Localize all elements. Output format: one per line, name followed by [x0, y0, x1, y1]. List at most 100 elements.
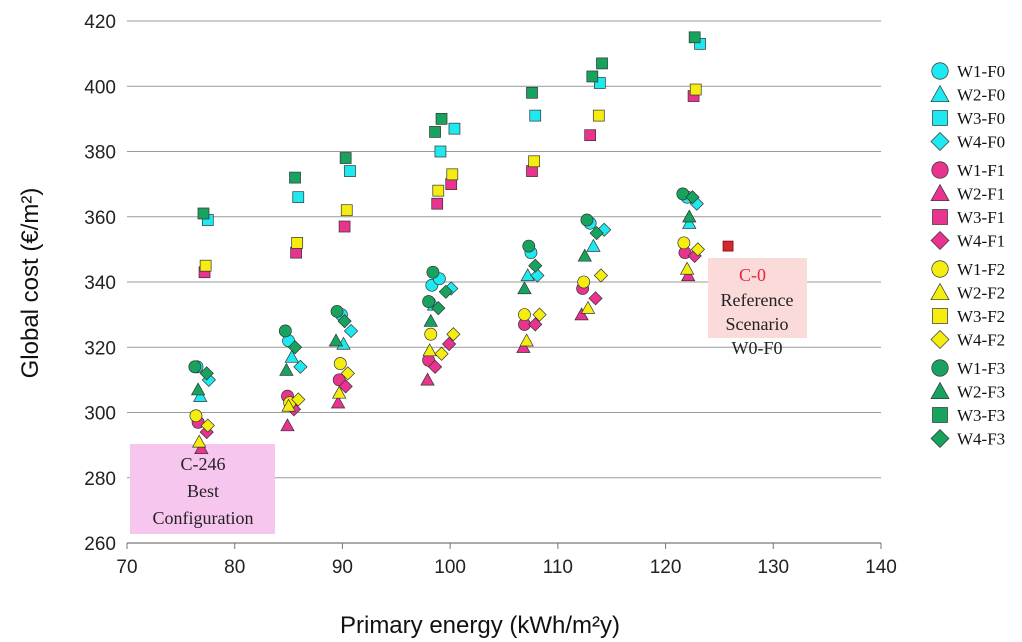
- data-point: [330, 395, 346, 409]
- legend-marker: [930, 381, 950, 400]
- legend-marker: [930, 429, 950, 448]
- legend-marker: [930, 330, 950, 349]
- legend-item-w1-f2: W1-F2: [931, 260, 1005, 279]
- data-point: [586, 70, 599, 83]
- reference-marker: [722, 240, 734, 252]
- data-point: [190, 382, 206, 396]
- y-tick-label: 260: [84, 534, 116, 555]
- data-point: [338, 220, 351, 233]
- data-point: [293, 359, 308, 374]
- annotations: C-246 Best Configuration C-0 Reference S…: [153, 265, 794, 528]
- data-point: [281, 398, 296, 412]
- x-tick-label: 140: [865, 557, 897, 578]
- legend-label: W1-F0: [957, 62, 1005, 81]
- data-point: [592, 109, 605, 122]
- data-point: [577, 275, 591, 289]
- data-point: [434, 346, 449, 361]
- legend-marker: [930, 282, 950, 301]
- legend-marker: [931, 359, 949, 377]
- data-point: [589, 225, 604, 241]
- legend-label: W1-F2: [957, 260, 1005, 279]
- series-w4-f3: [199, 190, 700, 381]
- legend-item-w3-f1: W3-F1: [932, 208, 1005, 227]
- legend-marker: [932, 110, 948, 126]
- data-point: [441, 336, 457, 352]
- series-w3-f2: [199, 83, 702, 272]
- annotation-boxes: [130, 258, 807, 534]
- series-w4-f1: [199, 248, 702, 440]
- y-tick-label: 320: [84, 338, 116, 359]
- best-annotation-line-3: Configuration: [153, 508, 254, 528]
- series-w1-f2: [189, 236, 691, 423]
- legend-label: W2-F3: [957, 383, 1005, 402]
- data-point: [193, 388, 208, 402]
- data-point: [431, 197, 444, 210]
- data-point: [529, 109, 542, 122]
- x-tick-label: 120: [650, 557, 682, 578]
- data-point: [580, 213, 594, 227]
- data-point: [431, 301, 446, 316]
- data-point: [528, 317, 543, 332]
- data-point: [588, 291, 603, 306]
- reference-annotation-line-2: Scenario: [726, 314, 789, 334]
- data-point: [291, 237, 304, 249]
- data-point: [438, 284, 453, 299]
- data-point: [680, 268, 696, 282]
- data-point: [689, 83, 702, 96]
- reference-scenario-box: [708, 258, 807, 338]
- data-point: [594, 77, 606, 89]
- y-axis-title: Global cost (€/m²): [17, 188, 44, 379]
- legend-item-w4-f2: W4-F2: [930, 330, 1005, 350]
- data-point: [424, 327, 438, 341]
- legend-item-w4-f3: W4-F3: [930, 429, 1005, 449]
- data-point: [688, 31, 701, 44]
- legend-label: W3-F0: [957, 109, 1005, 128]
- data-point: [519, 333, 534, 347]
- data-point: [596, 57, 608, 70]
- x-tick-label: 100: [434, 557, 466, 578]
- y-tick-label: 360: [84, 208, 116, 229]
- data-point: [291, 392, 306, 407]
- legend-label: W2-F0: [957, 86, 1005, 105]
- data-point: [528, 258, 543, 273]
- data-point: [522, 239, 536, 253]
- data-point: [574, 307, 589, 321]
- legend-label: W2-F1: [957, 185, 1005, 204]
- legend-marker: [932, 407, 948, 423]
- y-tick-label: 380: [84, 143, 116, 164]
- legend-item-w2-f2: W2-F2: [930, 282, 1005, 303]
- data-point: [287, 340, 303, 355]
- data-point: [189, 409, 203, 423]
- data-point: [690, 242, 705, 257]
- legend-marker: [930, 183, 950, 202]
- data-point: [337, 314, 352, 329]
- data-point: [448, 122, 461, 135]
- legend-item-w1-f0: W1-F0: [931, 62, 1005, 81]
- data-point: [528, 155, 541, 168]
- data-point: [426, 265, 440, 279]
- data-point: [586, 238, 601, 252]
- legend-item-w3-f2: W3-F2: [932, 307, 1005, 326]
- legend-label: W4-F3: [957, 430, 1005, 449]
- data-point: [340, 366, 355, 381]
- reference-annotation-line-3: W0-F0: [732, 338, 783, 358]
- x-tick-label: 80: [224, 557, 245, 578]
- legend-label: W4-F0: [957, 133, 1005, 152]
- y-tick-label: 300: [84, 404, 116, 425]
- data-point: [526, 165, 538, 177]
- data-point: [280, 418, 295, 432]
- y-tick-label: 400: [84, 77, 116, 98]
- y-tick-label: 420: [84, 12, 116, 33]
- data-point: [328, 333, 344, 347]
- data-point: [191, 434, 207, 448]
- legend-label: W3-F1: [957, 208, 1005, 227]
- legend-item-w2-f0: W2-F0: [930, 84, 1005, 105]
- series-w2-f2: [191, 261, 695, 448]
- legend-label: W4-F1: [957, 232, 1005, 251]
- best-configuration-box: [130, 444, 275, 534]
- data-point: [446, 168, 459, 181]
- data-point: [284, 349, 299, 363]
- legend-marker: [931, 161, 949, 179]
- data-point: [340, 204, 353, 217]
- data-point: [593, 268, 609, 283]
